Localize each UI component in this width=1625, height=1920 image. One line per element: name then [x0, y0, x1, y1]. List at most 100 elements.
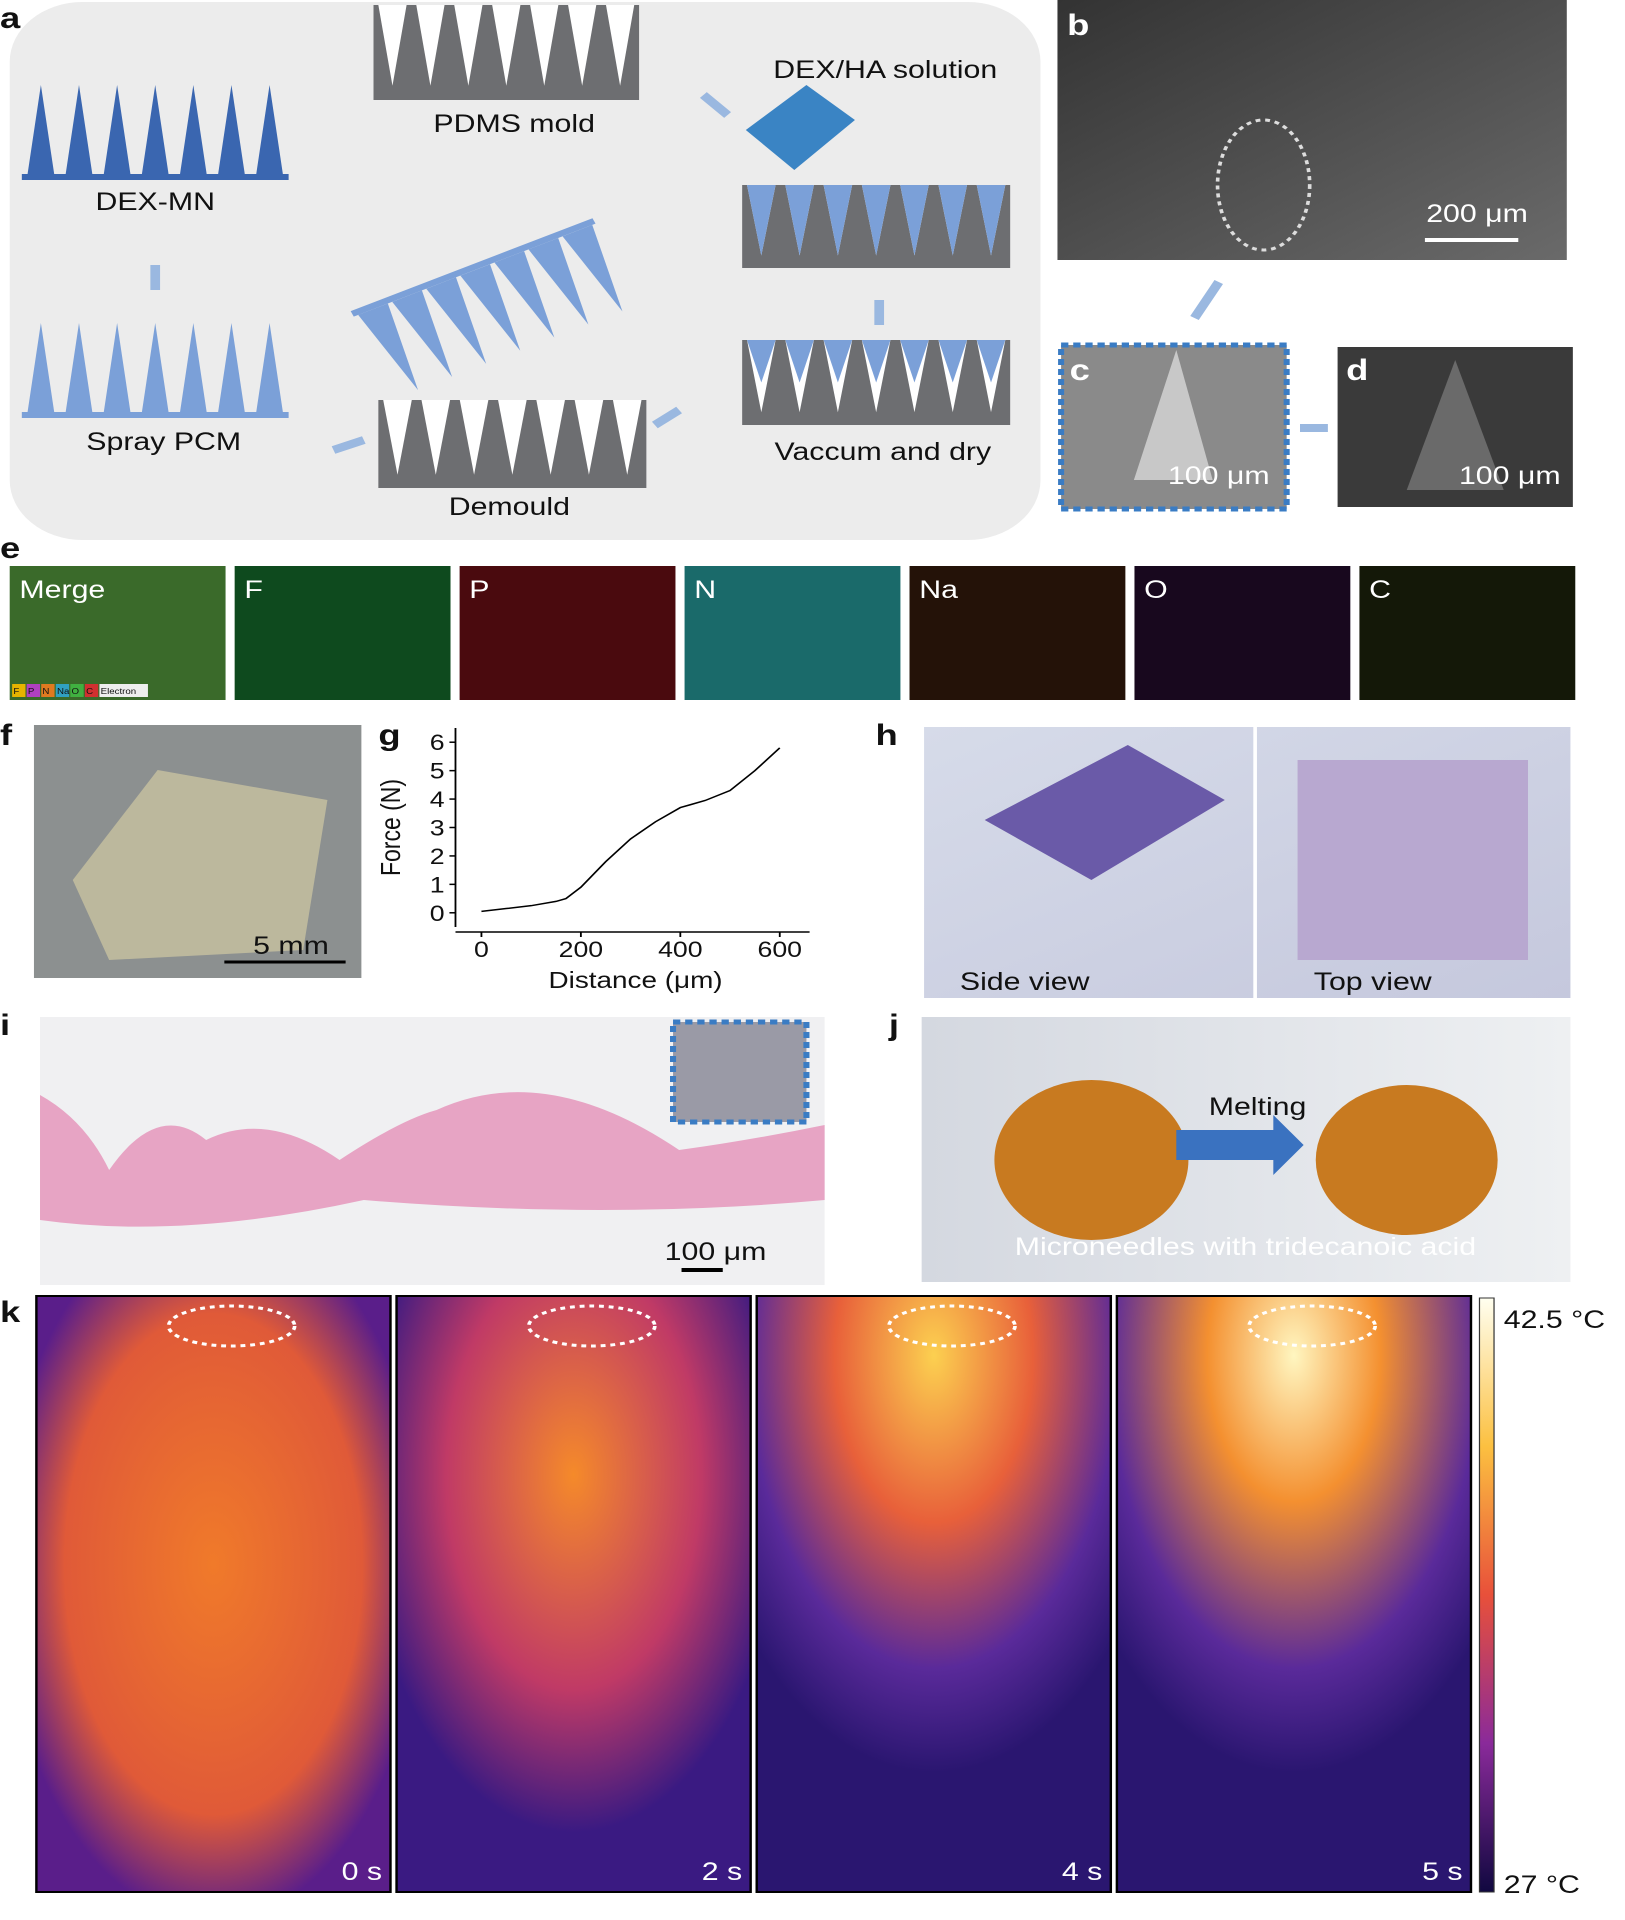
needle — [179, 85, 208, 180]
y-tick-label: 3 — [430, 817, 445, 841]
colorbar-max: 42.5 °C — [1504, 1306, 1605, 1334]
legend-label: P — [28, 687, 35, 696]
scale-label: 100 μm — [665, 1238, 767, 1266]
legend-label: C — [86, 687, 94, 696]
needle — [255, 323, 284, 418]
fill — [747, 185, 776, 256]
legend-label: Na — [57, 687, 69, 696]
panel-label: e — [0, 532, 20, 565]
fill — [900, 185, 929, 256]
colorbar-min: 27 °C — [1504, 1871, 1580, 1899]
needle — [217, 85, 246, 180]
disc — [1315, 1085, 1498, 1235]
panel-label: i — [0, 1009, 10, 1042]
arrow — [331, 436, 366, 454]
legend-swatch — [70, 684, 84, 697]
cone — [1406, 360, 1504, 490]
fill — [823, 185, 853, 256]
panel-label: h — [876, 719, 898, 752]
fill — [785, 185, 814, 256]
legend-label: O — [72, 687, 80, 696]
scale-label: 5 mm — [253, 932, 329, 960]
legend-swatch — [26, 684, 41, 697]
scale-label: 100 μm — [1168, 462, 1270, 490]
element-label: O — [1144, 576, 1168, 604]
panel-label: c — [1070, 354, 1090, 387]
needle — [528, 238, 589, 325]
label: Side view — [960, 968, 1091, 996]
patch — [1297, 760, 1528, 960]
legend-label: F — [13, 687, 20, 696]
arrow — [651, 406, 683, 429]
time-label: 5 s — [1422, 1858, 1462, 1886]
time-label: 0 s — [342, 1858, 382, 1886]
needle — [255, 85, 284, 180]
label: PDMS mold — [433, 110, 595, 138]
data-line — [481, 747, 781, 913]
fill — [785, 340, 814, 383]
y-tick-label: 1 — [430, 873, 445, 897]
needle — [26, 85, 56, 180]
needle — [217, 323, 246, 418]
cavity — [568, 5, 597, 86]
y-tick-label: 5 — [430, 760, 445, 784]
label: Vaccum and dry — [775, 438, 992, 466]
cavity — [416, 5, 445, 86]
cavity — [459, 400, 489, 475]
eds-tile — [9, 566, 226, 700]
time-label: 4 s — [1062, 1858, 1102, 1886]
label: DEX/HA solution — [773, 56, 997, 84]
x-tick-label: 200 — [559, 938, 603, 962]
arrow — [1190, 280, 1223, 320]
sem-b — [1057, 0, 1567, 260]
legend-swatch — [41, 684, 55, 697]
eds-tile — [234, 566, 451, 700]
beaker — [745, 85, 855, 170]
eds-tile — [684, 566, 901, 700]
label: Microneedles with tridecanoic acid — [1015, 1233, 1476, 1261]
legend-swatch — [55, 684, 70, 697]
tissue — [40, 1092, 825, 1227]
cavity — [530, 5, 559, 86]
cavity — [378, 5, 407, 86]
cavity — [383, 400, 412, 475]
needle — [358, 303, 419, 391]
x-tick-label: 400 — [658, 938, 702, 962]
hotspot-ring — [166, 1304, 297, 1348]
cavity — [454, 5, 483, 86]
needle — [460, 264, 521, 351]
hotspot-ring — [887, 1304, 1017, 1348]
y-tick-label: 2 — [430, 845, 445, 869]
label: Top view — [1314, 968, 1433, 996]
element-label: Na — [919, 576, 958, 604]
element-label: Merge — [19, 576, 105, 604]
cone — [1133, 350, 1213, 480]
disc — [994, 1080, 1189, 1240]
needle — [102, 323, 132, 418]
thermal-tile — [395, 1295, 752, 1893]
needle — [64, 323, 94, 418]
panel-label: a — [0, 2, 21, 35]
element-label: P — [469, 576, 489, 604]
fill — [861, 185, 891, 256]
legend-swatch — [84, 684, 99, 697]
thermal-tile — [35, 1295, 392, 1893]
arrow — [1176, 1115, 1304, 1175]
arrow — [699, 92, 732, 118]
needle — [392, 290, 453, 377]
eds-tile — [1134, 566, 1351, 700]
legend-swatch — [99, 684, 148, 697]
needle — [141, 323, 170, 418]
needle — [64, 85, 94, 180]
fill — [861, 340, 891, 383]
fill — [747, 340, 776, 383]
selection — [1215, 118, 1312, 252]
fill — [900, 340, 929, 383]
panel-label: j — [888, 1009, 899, 1042]
x-axis-label: Distance (μm) — [549, 968, 723, 993]
cavity — [492, 5, 521, 86]
cavity — [574, 400, 604, 475]
inset — [670, 1019, 810, 1125]
x-tick-label: 0 — [474, 938, 489, 962]
time-label: 2 s — [702, 1858, 742, 1886]
